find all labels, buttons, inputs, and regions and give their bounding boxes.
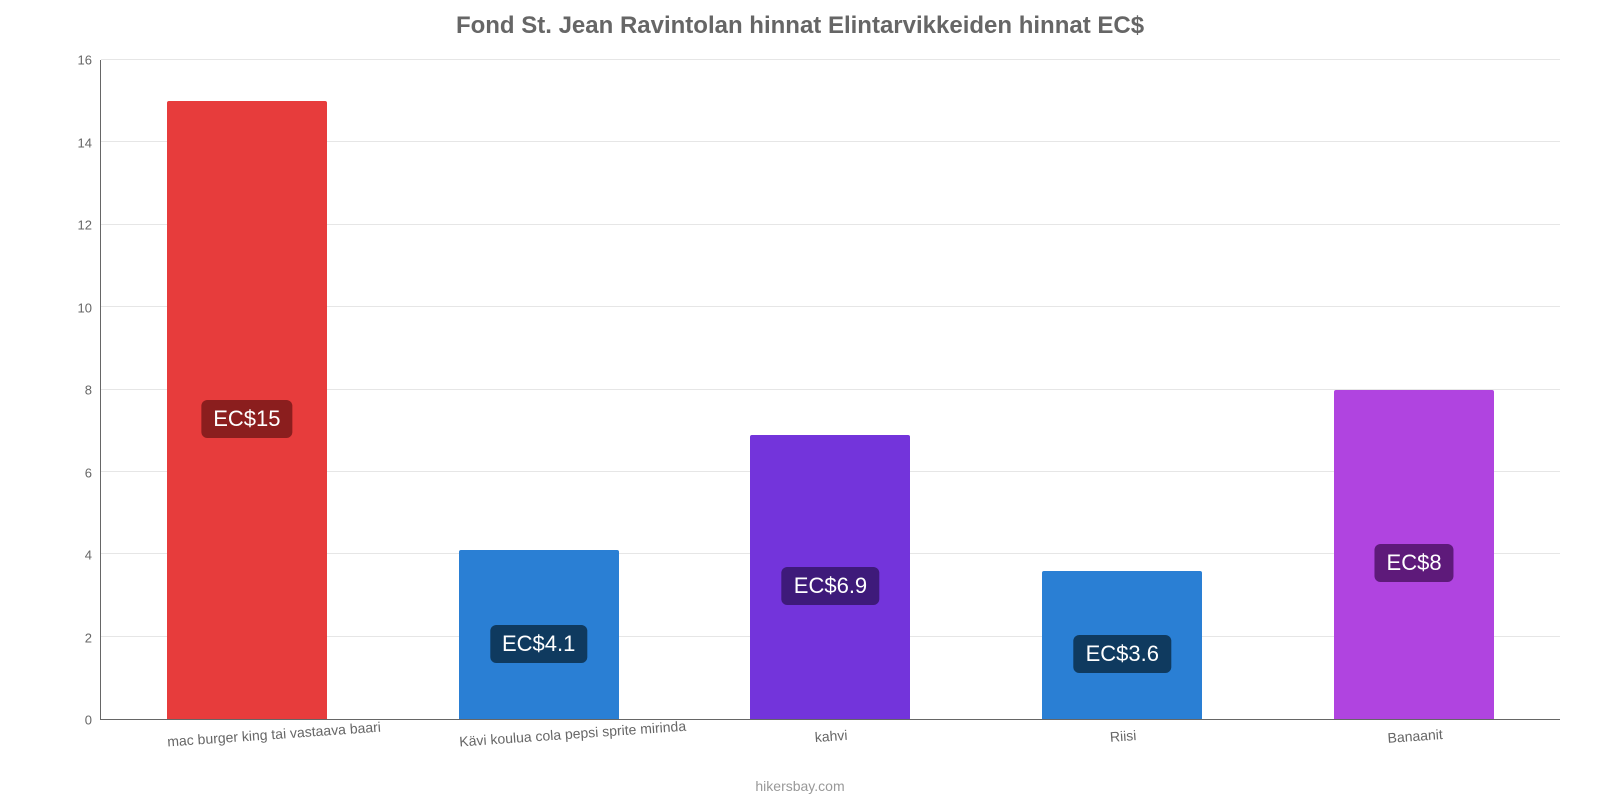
y-tick: 16 — [42, 53, 92, 68]
bar-slot: EC$6.9 — [750, 60, 910, 719]
y-tick: 8 — [42, 383, 92, 398]
value-badge: EC$6.9 — [782, 567, 879, 605]
y-tick: 4 — [42, 548, 92, 563]
bar-slot: EC$3.6 — [1042, 60, 1202, 719]
value-badge: EC$8 — [1375, 544, 1454, 582]
bar-banaanit: EC$8 — [1334, 390, 1494, 720]
y-tick: 6 — [42, 465, 92, 480]
y-tick: 0 — [42, 713, 92, 728]
x-label: Riisi — [1042, 714, 1203, 749]
bar-mac-burger: EC$15 — [167, 101, 327, 719]
bar-cola: EC$4.1 — [459, 550, 619, 719]
bars-container: EC$15 EC$4.1 EC$6.9 EC$3.6 EC$8 — [101, 60, 1560, 719]
bar-riisi: EC$3.6 — [1042, 571, 1202, 719]
bar-kahvi: EC$6.9 — [750, 435, 910, 719]
value-badge: EC$4.1 — [490, 625, 587, 663]
y-axis: 0 2 4 6 8 10 12 14 16 — [50, 60, 100, 720]
bar-slot: EC$15 — [167, 60, 327, 719]
y-tick: 10 — [42, 300, 92, 315]
bar-slot: EC$8 — [1334, 60, 1494, 719]
x-label: kahvi — [750, 714, 911, 749]
x-label: Kävi koulua cola pepsi sprite mirinda — [458, 714, 619, 749]
y-tick: 12 — [42, 218, 92, 233]
value-badge: EC$3.6 — [1074, 635, 1171, 673]
y-tick: 2 — [42, 630, 92, 645]
x-axis-labels: mac burger king tai vastaava baari Kävi … — [100, 720, 1560, 744]
plot-area: EC$15 EC$4.1 EC$6.9 EC$3.6 EC$8 — [100, 60, 1560, 720]
y-tick: 14 — [42, 135, 92, 150]
value-badge: EC$15 — [201, 400, 292, 438]
x-label: Banaanit — [1334, 714, 1495, 749]
chart-area: 0 2 4 6 8 10 12 14 16 EC$15 EC$4.1 — [100, 60, 1560, 720]
x-label: mac burger king tai vastaava baari — [166, 714, 327, 749]
attribution-text: hikersbay.com — [0, 778, 1600, 794]
bar-slot: EC$4.1 — [459, 60, 619, 719]
chart-title: Fond St. Jean Ravintolan hinnat Elintarv… — [0, 0, 1600, 40]
